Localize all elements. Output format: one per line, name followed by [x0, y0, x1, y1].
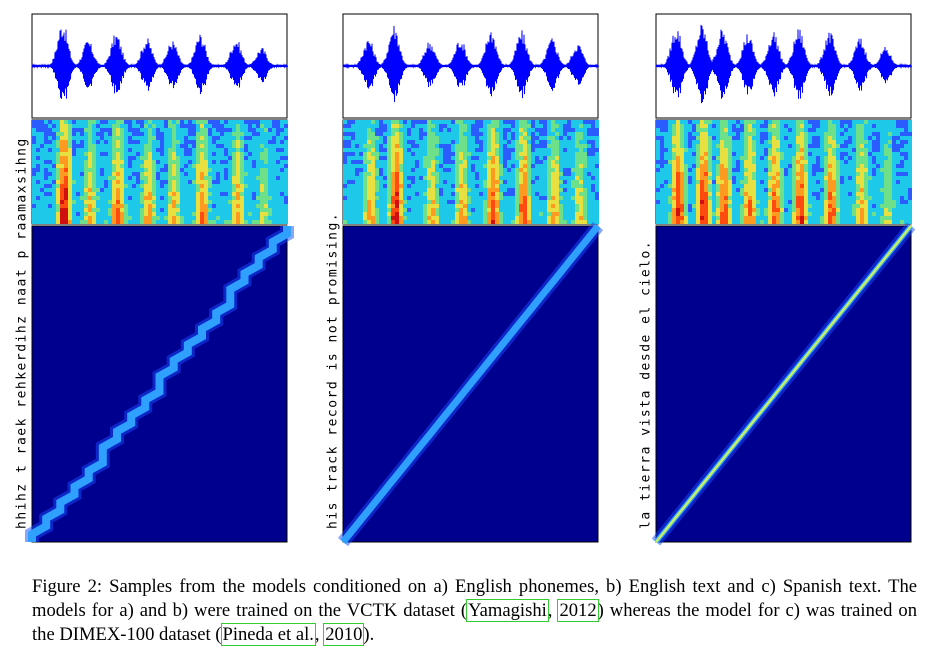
caption-cite2-sep: ,	[314, 624, 325, 645]
caption-prefix: Figure 2: Samples from the models condit…	[32, 576, 917, 621]
alignment-plot	[25, 225, 294, 543]
waveform-plot	[31, 13, 288, 119]
figure-caption: Figure 2: Samples from the models condit…	[32, 575, 917, 647]
alignment-plot	[337, 221, 604, 547]
spectrogram-plot	[342, 119, 599, 225]
citation-pineda-author[interactable]: Pineda et al.	[220, 623, 316, 646]
panel-b-text-label: his track record is not promising.	[325, 211, 341, 529]
alignment-plot	[651, 222, 916, 546]
panel-b: his track record is not promising.	[323, 13, 613, 547]
panel-a-graphics	[25, 13, 294, 543]
caption-suffix: ).	[363, 624, 375, 645]
panel-a-text-label: hhihz t raek rehkerdihz naat p raamaxsih…	[14, 137, 30, 529]
spectrogram-plot	[31, 119, 288, 225]
citation-yamagishi-year[interactable]: 2012	[557, 599, 599, 622]
panel-a: hhihz t raek rehkerdihz naat p raamaxsih…	[12, 13, 302, 544]
waveform-plot	[342, 13, 599, 119]
citation-yamagishi-author[interactable]: Yamagishi	[466, 599, 549, 622]
waveform-plot	[655, 13, 912, 119]
panel-c-text-label: la tierra vista desde el cielo.	[638, 239, 654, 529]
citation-pineda-year[interactable]: 2010	[323, 623, 365, 646]
panel-b-graphics	[337, 13, 604, 547]
panel-c-graphics	[651, 13, 916, 546]
spectrogram-plot	[655, 119, 912, 225]
caption-cite1-sep: ,	[547, 600, 559, 621]
caption-middle: ) whereas the model for c) was trained o…	[32, 600, 918, 645]
panel-c: la tierra vista desde el cielo.	[636, 13, 926, 546]
